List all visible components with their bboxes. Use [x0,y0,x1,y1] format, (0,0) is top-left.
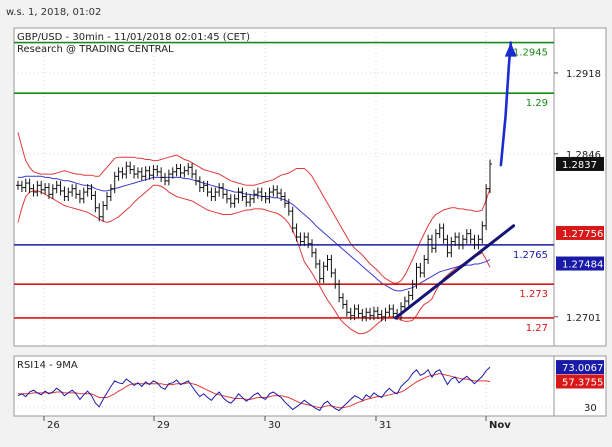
timestamp-label: w.s. 1, 2018, 01:02 [6,7,102,18]
price-badge [556,256,604,271]
main-chart-title: GBP/USD - 30min - 11/01/2018 02:01:45 (C… [17,32,250,43]
rsi-chart-title: RSI14 - 9MA [17,360,78,371]
x-tick-label: 31 [379,420,392,431]
projection-arrow-head [504,42,517,57]
x-tick-label: Nov [489,420,511,431]
y-tick-label: 1.2701 [566,313,601,324]
rsi-y-tick-label: 30 [584,403,597,414]
rsi-badge [556,374,604,389]
main-plot-area [13,27,555,347]
rsi-ma-line [18,372,491,409]
price-badge-label: 1.2837 [562,160,597,171]
level-label: 1.2765 [513,250,548,261]
rsi-badge-label: 57.3755 [562,377,603,388]
lower-band-line [17,184,491,335]
price-badge-label: 1.27484 [562,260,603,271]
rsi-plot-area [13,355,555,417]
rsi-line [17,366,491,412]
rsi-badge-label: 73.0067 [562,363,603,374]
price-badge-label: 1.27756 [562,229,603,240]
upper-band-line [17,132,491,284]
price-axis-area [553,27,607,347]
level-label: 1.29 [526,98,548,109]
y-tick-label: 1.2918 [566,69,601,80]
price-badge [556,225,604,240]
level-label: 1.27 [526,323,548,334]
level-label: 1.2945 [513,48,548,59]
main-chart-subtitle: Research @ TRADING CENTRAL [17,44,174,55]
level-label: 1.273 [519,289,548,300]
x-tick-label: 29 [157,420,170,431]
price-badge [556,156,604,171]
support-trendline [394,224,516,320]
y-tick-label: 1.2846 [566,150,601,161]
rsi-badge [556,360,604,375]
x-tick-label: 26 [47,420,60,431]
x-tick-label: 30 [268,420,281,431]
